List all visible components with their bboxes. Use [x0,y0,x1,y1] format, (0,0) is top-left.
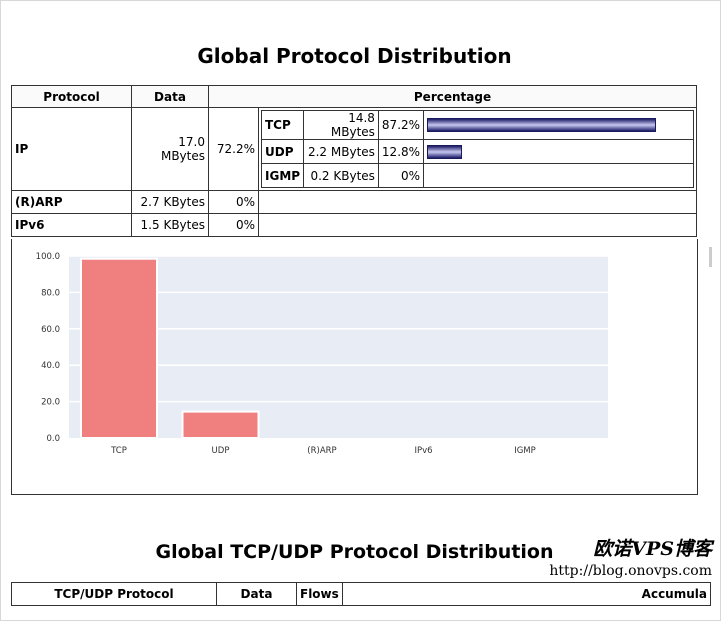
percentage-bar [427,144,463,159]
col-accumulated: Accumula [341,582,712,606]
bar [80,257,158,440]
watermark-url: http://blog.onovps.com [549,563,712,579]
table-row: IPv6 1.5 KBytes 0% [11,213,697,237]
table-row: UDP 2.2 MBytes 12.8% [260,139,694,164]
percentage-bar [427,118,656,132]
plot-area [69,256,608,438]
scrollbar-thumb[interactable] [709,247,712,267]
protocol-data: 1.5 KBytes [131,213,209,237]
table-row: TCP 14.8 MBytes 87.2% [260,110,694,140]
bar [181,410,260,439]
sub-protocol-percent: 0% [377,163,425,188]
bar-chart: 0.0 20.0 40.0 60.0 80.0 100.0 TCP UDP (R)ARP IPv6… [36,252,608,456]
header-row: Protocol Data Percentage [11,85,697,108]
header-row: TCP/UDP Protocol Data Flows Accumula [11,582,712,606]
sub-protocol-data: 14.8 MBytes [303,110,379,140]
bar-cell [423,110,694,140]
bar-cell [423,163,694,188]
col-protocol: Protocol [11,85,132,108]
sub-protocol-data: 0.2 KBytes [303,163,379,188]
col-percentage: Percentage [208,85,697,108]
col-tcp-udp-protocol: TCP/UDP Protocol [11,582,217,606]
x-tick-label: UDP [212,446,230,456]
empty-cell [258,190,697,214]
watermark: 欧诺VPS博客 http://blog.onovps.com [522,534,712,579]
protocol-data: 17.0 MBytes [131,107,209,191]
ip-breakdown-table: TCP 14.8 MBytes 87.2% UDP 2.2 MBytes 12.… [260,110,694,188]
sub-protocol-name: IGMP [260,163,305,188]
x-tick-label: IGMP [514,446,536,456]
table-row: (R)ARP 2.7 KBytes 0% [11,190,697,214]
col-data: Data [216,582,297,606]
y-tick-label: 20.0 [41,398,60,408]
ip-breakdown-cell: TCP 14.8 MBytes 87.2% UDP 2.2 MBytes 12.… [258,107,697,191]
y-tick-label: 80.0 [41,288,60,298]
x-tick-label: IPv6 [414,446,432,456]
protocol-percent: 0% [208,213,259,237]
x-tick-label: (R)ARP [307,446,336,456]
y-tick-label: 0.0 [46,434,60,444]
x-tick-label: TCP [110,446,127,456]
sub-protocol-name: UDP [260,139,305,164]
protocol-percent: 72.2% [208,107,259,191]
chart-container: 0.0 20.0 40.0 60.0 80.0 100.0 TCP UDP (R)ARP IPv6… [11,239,698,495]
y-tick-label: 60.0 [41,325,60,335]
table-row: IGMP 0.2 KBytes 0% [260,163,694,188]
protocol-table: Protocol Data Percentage IP 17.0 MBytes … [11,85,697,237]
sub-protocol-percent: 87.2% [377,110,425,140]
empty-cell [258,213,697,237]
page-title: Global Protocol Distribution [197,44,512,68]
sub-protocol-data: 2.2 MBytes [303,139,379,164]
y-tick-label: 40.0 [41,361,60,371]
col-data: Data [131,85,209,108]
section-title: Global TCP/UDP Protocol Distribution [155,541,554,563]
sub-protocol-name: TCP [260,110,305,140]
protocol-data: 2.7 KBytes [131,190,209,214]
protocol-name: IPv6 [11,213,132,237]
tcp-udp-table: TCP/UDP Protocol Data Flows Accumula [11,582,712,606]
y-tick-label: 100.0 [36,252,60,262]
protocol-percent: 0% [208,190,259,214]
table-row: IP 17.0 MBytes 72.2% TCP 14.8 MBytes 87.… [11,107,697,191]
col-flows: Flows [296,582,343,606]
watermark-title: 欧诺VPS博客 [593,538,712,560]
protocol-name: IP [11,107,132,191]
protocol-name: (R)ARP [11,190,132,214]
bar-cell [423,139,694,164]
sub-protocol-percent: 12.8% [377,139,425,164]
